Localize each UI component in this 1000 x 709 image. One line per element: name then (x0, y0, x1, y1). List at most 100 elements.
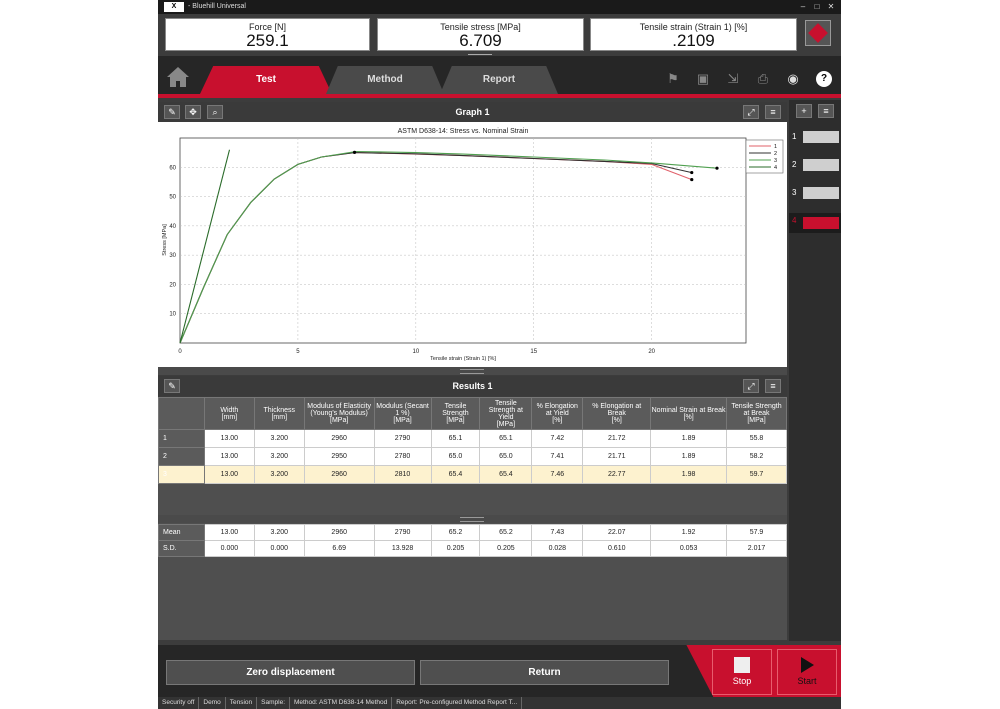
specimen-bar (803, 187, 839, 199)
maximize-icon[interactable]: □ (814, 2, 820, 11)
table-cell: 13.00 (203, 429, 255, 448)
results-panel-header: Results 1 (158, 376, 787, 396)
chart-y-axis-label: Stress [MPa] (162, 224, 168, 256)
summary-row-mean: Mean 13.00 3.200 2960 2790 65.2 65.2 7.4… (158, 524, 787, 541)
close-icon[interactable]: ✕ (827, 2, 835, 11)
table-row[interactable]: 1 13.00 3.200 2960 2790 65.1 65.1 7.42 2… (158, 429, 787, 448)
tab-method[interactable]: Method (326, 66, 444, 94)
column-header[interactable]: Modulus of Elasticity (Young's Modulus) … (303, 397, 375, 430)
summary-splitter[interactable] (158, 515, 787, 523)
row-label: 2 (158, 447, 205, 466)
x-tick-label: 10 (412, 349, 419, 355)
app-window: X - Bluehill Universal – □ ✕ Force [N] 2… (158, 0, 841, 709)
mode-toggle-button[interactable] (805, 20, 831, 46)
table-cell: 7.43 (531, 524, 584, 541)
status-method: Method: ASTM D638-14 Method (290, 697, 393, 709)
diamond-arrows-icon (808, 23, 828, 43)
row-label: Mean (158, 524, 205, 541)
column-header[interactable]: Modulus (Secant 1 %) [MPa] (373, 397, 432, 430)
table-row-selected[interactable]: 3 13.00 3.200 2960 2810 65.4 65.4 7.46 2… (158, 465, 787, 484)
column-header[interactable]: Nominal Strain at Break [%] (650, 397, 728, 430)
menu-icon[interactable]: ≡ (765, 105, 781, 119)
tab-label: Method (367, 74, 403, 85)
corner-cell (158, 397, 205, 430)
header-row: Width [mm] Thickness [mm] Modulus of Ela… (158, 397, 787, 430)
table-row[interactable]: 2 13.00 3.200 2950 2780 65.0 65.0 7.41 2… (158, 447, 787, 466)
button-label: Stop (732, 676, 752, 686)
y-tick-label: 20 (169, 282, 176, 288)
specimen-strip (789, 100, 841, 641)
column-header[interactable]: Tensile Strength at Break [MPa] (726, 397, 787, 430)
table-cell: 65.0 (430, 447, 481, 466)
print-icon[interactable]: ⎙ (757, 71, 769, 86)
x-tick-label: 15 (530, 349, 537, 355)
stop-button[interactable]: Stop (712, 649, 772, 695)
results-panel-title: Results 1 (452, 381, 493, 391)
column-header[interactable]: % Elongation at Break [%] (582, 397, 652, 430)
maximize-panel-icon[interactable]: ⤢ (743, 105, 759, 119)
specimen-item-2[interactable]: 2 (789, 157, 841, 173)
table-cell: 0.000 (203, 540, 255, 557)
chart-title: ASTM D638-14: Stress vs. Nominal Strain (398, 128, 529, 135)
table-cell: 0.205 (479, 540, 533, 557)
column-header[interactable]: Tensile Strength [MPa] (430, 397, 481, 430)
help-icon[interactable]: ? (816, 71, 832, 87)
column-header[interactable]: Tensile Strength at Yield [MPa] (479, 397, 533, 430)
summary-table: Mean 13.00 3.200 2960 2790 65.2 65.2 7.4… (158, 524, 787, 557)
graph-panel-header: Graph 1 (158, 102, 787, 122)
table-cell: 22.77 (582, 465, 652, 484)
zoom-icon[interactable]: ⌕ (207, 105, 223, 119)
status-test-type: Tension (226, 697, 258, 709)
edit-icon[interactable]: ✎ (164, 105, 180, 119)
edit-results-icon[interactable]: ✎ (164, 379, 180, 393)
specimen-item-3[interactable]: 3 (789, 185, 841, 201)
table-cell: 65.2 (479, 524, 533, 541)
add-specimen-icon[interactable]: + (796, 104, 812, 118)
graph-panel-title: Graph 1 (455, 107, 490, 117)
column-header[interactable]: Width [mm] (203, 397, 255, 430)
table-cell: 59.7 (726, 465, 787, 484)
maximize-results-icon[interactable]: ⤢ (743, 379, 759, 393)
column-header[interactable]: Thickness [mm] (253, 397, 305, 430)
column-header[interactable]: % Elongation at Yield [%] (531, 397, 584, 430)
results-menu-icon[interactable]: ≡ (765, 379, 781, 393)
readout-label: Tensile stress [MPa] (440, 22, 521, 32)
pan-icon[interactable]: ✥ (185, 105, 201, 119)
specimen-item-4-active[interactable]: 4 (789, 213, 841, 233)
force-readout[interactable]: Force [N] 259.1 (165, 18, 370, 51)
minimize-icon[interactable]: – (800, 2, 806, 11)
table-cell: 0.205 (430, 540, 481, 557)
table-cell: 65.1 (479, 429, 533, 448)
start-button[interactable]: Start (777, 649, 837, 695)
strain-readout[interactable]: Tensile strain (Strain 1) [%] .2109 (590, 18, 797, 51)
table-cell: 3.200 (253, 524, 305, 541)
splitter-bar[interactable] (158, 367, 787, 375)
tab-report[interactable]: Report (440, 66, 558, 94)
specimen-menu-icon[interactable]: ≡ (818, 104, 834, 118)
stress-readout[interactable]: Tensile stress [MPa] 6.709 (377, 18, 584, 51)
specimen-item-1[interactable]: 1 (789, 129, 841, 145)
readout-label: Tensile strain (Strain 1) [%] (639, 22, 748, 32)
table-cell: 2810 (373, 465, 432, 484)
legend-label: 1 (774, 144, 777, 150)
nav-accent-line (158, 94, 841, 98)
home-button[interactable] (166, 66, 190, 88)
table-cell: 0.028 (531, 540, 584, 557)
camera-icon[interactable]: ◉ (787, 71, 799, 86)
flag-icon[interactable]: ⚑ (667, 71, 679, 86)
tab-test[interactable]: Test (200, 66, 332, 94)
export-icon[interactable]: ⇲ (727, 71, 739, 86)
tab-label: Report (482, 74, 516, 85)
table-cell: 13.928 (373, 540, 432, 557)
home-icon (167, 67, 189, 87)
x-tick-label: 5 (296, 349, 300, 355)
graph-area[interactable]: ASTM D638-14: Stress vs. Nominal Strain … (158, 122, 787, 367)
table-cell: 0.610 (582, 540, 652, 557)
table-cell: 3.200 (253, 447, 305, 466)
summary-row-sd: S.D. 0.000 0.000 6.69 13.928 0.205 0.205… (158, 540, 787, 557)
save-icon[interactable]: ▣ (696, 71, 710, 86)
return-button[interactable]: Return (420, 660, 669, 685)
zero-displacement-button[interactable]: Zero displacement (166, 660, 415, 685)
yield-point-marker (352, 150, 357, 154)
table-cell: 1.92 (650, 524, 728, 541)
